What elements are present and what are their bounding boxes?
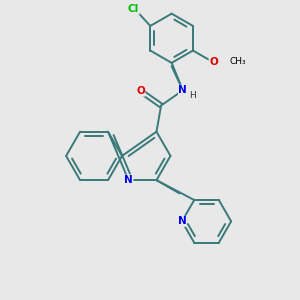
Text: H: H <box>189 91 196 100</box>
Text: CH₃: CH₃ <box>230 57 246 66</box>
Text: Cl: Cl <box>128 4 139 14</box>
Text: N: N <box>124 175 133 185</box>
Text: N: N <box>178 85 187 95</box>
Text: O: O <box>209 57 218 68</box>
Text: N: N <box>178 216 186 226</box>
Text: O: O <box>136 86 145 96</box>
